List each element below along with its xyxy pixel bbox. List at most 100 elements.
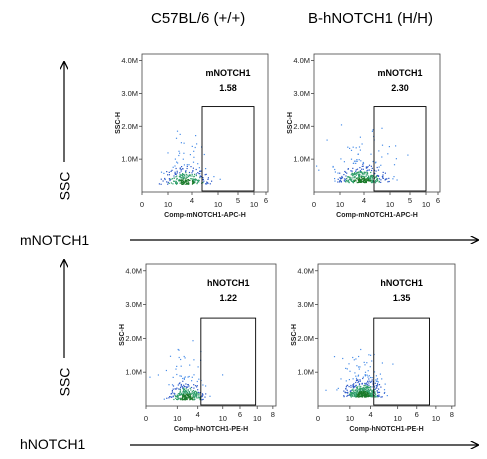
scatter-point	[351, 170, 353, 172]
scatter-point	[377, 178, 379, 180]
scatter-point	[363, 181, 365, 183]
scatter-point	[175, 167, 177, 170]
scatter-point	[176, 130, 179, 132]
scatter-point	[356, 390, 359, 392]
scatter-point	[368, 395, 370, 397]
scatter-point	[177, 179, 180, 181]
scatter-point	[371, 396, 374, 398]
scatter-point	[364, 393, 367, 395]
scatter-point	[195, 179, 198, 181]
x-tick-label: 10	[250, 200, 258, 209]
scatter-point	[343, 396, 345, 398]
scatter-point	[349, 392, 351, 394]
scatter-point	[388, 180, 390, 183]
scatter-point	[199, 170, 201, 172]
scatter-point	[386, 178, 388, 180]
scatter-point	[191, 376, 193, 378]
scatter-point	[188, 375, 190, 378]
scatter-point	[179, 152, 181, 154]
scatter-point	[169, 396, 171, 398]
scatter-point	[376, 175, 378, 177]
scatter-point	[182, 393, 184, 396]
scatter-point	[365, 178, 367, 180]
scatter-point	[361, 175, 363, 177]
scatter-point	[381, 378, 383, 380]
scatter-point	[182, 380, 184, 382]
scatter-point	[170, 178, 172, 180]
scatter-point	[186, 167, 188, 170]
scatter-point	[191, 181, 194, 183]
scatter-point	[195, 395, 197, 397]
scatter-point	[182, 183, 184, 185]
gate-box	[200, 317, 257, 406]
y-tick-label: 2.0M	[125, 334, 142, 343]
scatter-point	[345, 180, 347, 183]
scatter-point	[354, 174, 356, 176]
scatter-point	[183, 394, 185, 396]
scatter-point	[195, 179, 197, 181]
scatter-point	[366, 390, 368, 392]
scatter-point	[196, 183, 198, 185]
scatter-point	[164, 177, 166, 180]
scatter-point	[367, 370, 369, 372]
scatter-point	[351, 394, 353, 396]
scatter-point	[179, 172, 181, 174]
scatter-point	[365, 181, 367, 183]
scatter-point	[160, 171, 163, 173]
scatter-point	[349, 178, 351, 180]
scatter-point	[182, 390, 185, 392]
scatter-point	[163, 398, 165, 400]
scatter-point	[197, 389, 199, 391]
scatter-point	[372, 180, 374, 182]
scatter-point	[367, 177, 369, 179]
scatter-point	[347, 179, 349, 181]
scatter-point	[165, 369, 167, 372]
scatter-point	[359, 178, 361, 180]
scatter-point	[181, 393, 183, 396]
scatter-point	[195, 173, 197, 175]
scatter-point	[392, 178, 394, 180]
scatter-point	[366, 382, 368, 384]
scatter-point	[366, 393, 368, 395]
scatter-point	[361, 383, 363, 385]
scatter-point	[183, 384, 185, 386]
scatter-point	[368, 375, 370, 377]
scatter-point	[366, 171, 368, 173]
scatter-point	[352, 181, 354, 183]
scatter-point	[356, 389, 358, 391]
scatter-point	[191, 174, 193, 176]
scatter-point	[175, 388, 177, 390]
scatter-point	[364, 386, 367, 388]
scatter-point	[213, 176, 215, 178]
scatter-point	[363, 388, 365, 390]
scatter-point	[166, 181, 168, 183]
scatter-point	[353, 180, 355, 182]
scatter-point	[189, 394, 191, 396]
scatter-point	[377, 391, 379, 393]
gate-name: hNOTCH1	[207, 278, 250, 288]
scatter-point	[355, 179, 357, 181]
scatter-point	[334, 178, 336, 180]
scatter-point	[194, 173, 196, 175]
scatter-point	[353, 392, 355, 394]
scatter-point	[361, 171, 363, 173]
scatter-point	[191, 183, 194, 185]
scatter-point	[158, 183, 160, 185]
scatter-point	[372, 393, 374, 396]
scatter-point	[370, 381, 372, 383]
x-tick-label: 10	[393, 414, 401, 423]
scatter-point	[193, 392, 195, 394]
scatter-point	[167, 152, 169, 154]
scatter-point	[189, 393, 191, 395]
scatter-point	[358, 180, 360, 182]
scatter-point	[375, 396, 377, 398]
scatter-point	[196, 143, 198, 145]
scatter-point	[202, 398, 204, 400]
scatter-point	[365, 394, 367, 397]
scatter-point	[345, 388, 347, 390]
y-tick-label: 4.0M	[121, 56, 138, 65]
scatter-point	[356, 172, 358, 174]
scatter-point	[364, 171, 366, 173]
scatter-point	[345, 367, 347, 369]
scatter-point	[191, 392, 193, 394]
